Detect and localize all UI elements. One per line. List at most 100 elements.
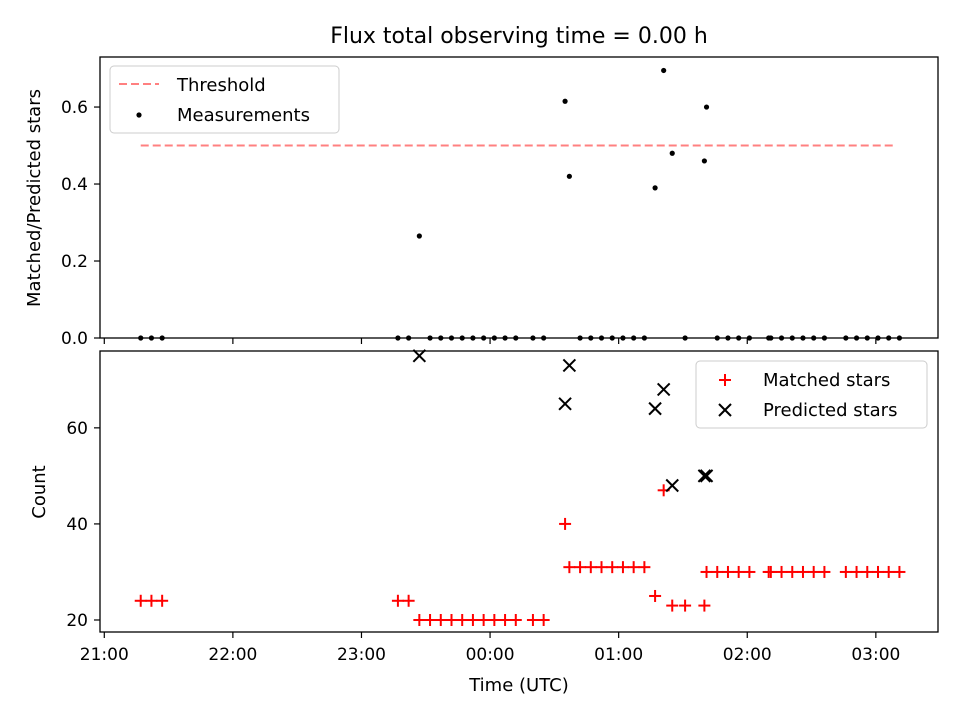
predicted-star-point [697,469,712,483]
matched-star-point [616,561,629,574]
measurement-point [395,335,401,341]
matched-star-point [466,613,479,626]
measurement-point [530,335,536,341]
top-panel-ratio: Matched/Predicted stars 0.0 0.2 0.4 0.6 Thr… [24,56,939,349]
predicted-star-point [562,358,577,373]
chart-title: Flux total observing time = 0.00 h [330,24,708,49]
measurement-point [652,185,658,191]
matched-star-point [424,613,437,626]
matched-star-point [574,561,587,574]
matched-star-point [775,565,788,578]
measurement-point [886,335,892,341]
measurement-point [481,335,487,341]
measurement-point [159,335,165,341]
bottom-y-tick-label: 60 [66,419,88,439]
top-y-tick-label: 0.4 [61,175,88,195]
measurement-point [598,335,605,341]
measurement-point [864,335,870,341]
measurement-point [789,335,795,341]
bottom-panel-counts: Count Time (UTC) 20 40 60 21:00 22:00 23:00 0… [29,349,939,696]
matched-star-point [850,565,863,578]
x-tick-label: 23:00 [337,645,386,665]
top-panel-frame [99,56,939,339]
measurement-point [406,335,412,341]
measurement-point [513,335,519,341]
matched-star-point [445,613,458,626]
predicted-star-point [699,469,714,483]
measurement-point [778,335,785,341]
bottom-x-ticks: 21:00 22:00 23:00 00:00 01:00 02:00 03:00 [80,632,900,665]
matched-star-point [711,565,724,578]
matched-star-point [764,565,777,578]
predicted-star-point [412,349,427,363]
matched-star-point [732,565,745,578]
matched-star-point [526,613,539,626]
x-tick-label: 02:00 [723,645,772,665]
predicted-star-point [665,478,679,493]
measurement-point [896,335,903,341]
legend-matched-label: Matched stars [763,370,890,391]
measurement-point [661,67,667,74]
count-points [134,349,906,626]
matched-star-point [796,565,809,578]
measurement-point [416,233,422,239]
top-legend: Threshold Measurements [109,65,340,134]
predicted-star-point [648,401,662,416]
bottom-legend: Matched stars Predicted stars [695,360,928,429]
x-tick-label: 01:00 [594,645,643,665]
measurement-point [800,335,806,341]
matched-star-point [391,594,404,607]
matched-star-point [413,613,426,626]
matched-star-point [145,594,158,607]
measurement-point [148,335,155,341]
measurement-point [470,335,476,341]
bottom-legend-box [695,360,928,429]
measurement-point [427,335,433,341]
bottom-y-tick-label: 40 [66,515,88,535]
matched-star-point [488,613,501,626]
matched-star-point [563,561,576,574]
matched-star-point [700,565,713,578]
bottom-y-ticks: 20 40 60 [66,419,100,631]
x-tick-label: 03:00 [851,645,900,665]
top-legend-box [109,65,340,134]
x-tick-label: 21:00 [80,645,129,665]
top-y-axis-label: Matched/Predicted stars [24,89,45,307]
predicted-star-point [558,397,572,411]
matched-star-point [871,565,884,578]
x-tick-label: 00:00 [466,645,515,665]
measurement-point [491,335,497,341]
matched-star-point [584,561,597,574]
measurement-point [843,335,849,341]
predicted-star-point [656,382,671,397]
matched-star-point [638,561,651,574]
measurement-point [768,335,774,341]
matched-star-point [499,613,512,626]
matched-star-point [627,561,640,574]
top-y-tick-label: 0.0 [61,329,88,349]
matched-star-point [537,613,550,626]
measurement-point [714,335,720,341]
x-tick-label: 22:00 [208,645,257,665]
measurement-point [577,335,583,341]
matched-star-point [893,565,906,578]
matched-star-point [559,517,572,530]
matched-star-point [839,565,852,578]
matched-star-point [882,565,895,578]
measurement-point [541,335,547,341]
top-y-tick-label: 0.2 [61,252,88,272]
measurement-points [138,67,903,341]
matched-star-point [807,565,820,578]
matched-star-point [786,565,799,578]
measurement-point [821,335,828,341]
matched-star-point [743,565,756,578]
measurement-point [641,335,647,341]
measurement-point [669,150,675,156]
measurement-point [631,335,637,341]
top-y-ticks: 0.0 0.2 0.4 0.6 [61,98,100,349]
measurement-point [448,335,455,341]
matched-star-point [861,565,874,578]
matched-star-point [156,594,169,607]
legend-measurements-swatch [136,112,142,118]
